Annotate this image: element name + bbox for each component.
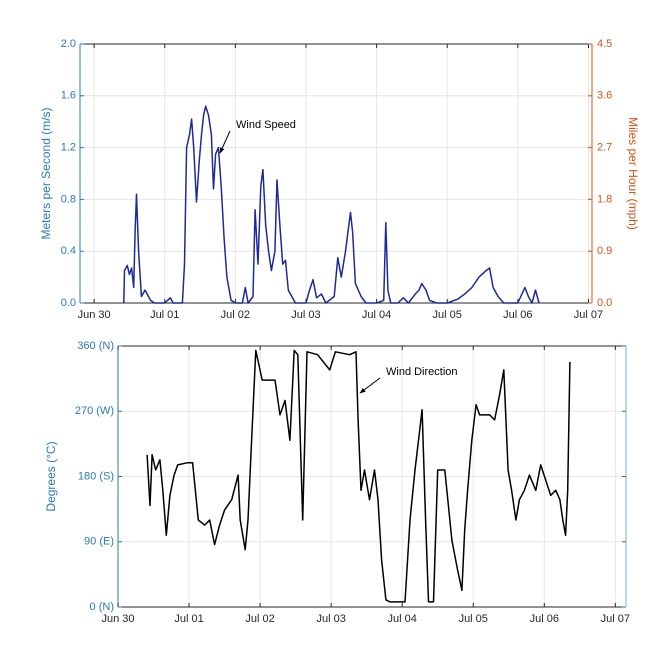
y-tick-label: 270 (W) <box>75 405 114 417</box>
x-tick-label: Jun 30 <box>78 309 111 321</box>
y-tick-label: 1.6 <box>61 90 76 102</box>
x-tick-label: Jun 30 <box>101 613 134 625</box>
x-tick-label: Jul 06 <box>503 309 532 321</box>
data-line <box>123 105 540 304</box>
data-line <box>146 349 571 603</box>
x-tick-label: Jul 05 <box>433 309 462 321</box>
annotation-arrow <box>359 377 381 394</box>
annotation: Wind Direction <box>386 366 458 378</box>
y-axis-label: Degrees (°C) <box>44 441 58 511</box>
y2-tick-label: 0.9 <box>597 245 612 257</box>
y-tick-label: 360 (N) <box>77 340 114 352</box>
x-tick-label: Jul 01 <box>174 613 203 625</box>
y-tick-label: 2.0 <box>61 38 76 50</box>
annotation-arrow <box>219 130 231 154</box>
y-tick-label: 1.2 <box>61 142 76 154</box>
x-tick-label: Jul 04 <box>362 309 391 321</box>
y2-tick-label: 2.7 <box>597 142 612 154</box>
x-tick-label: Jul 01 <box>150 309 179 321</box>
y2-tick-label: 0.0 <box>597 297 612 309</box>
subplot: Jun 30 Jul 01 Jul 02 Jul 03 Jul 04 Jul 05 Jul … <box>39 38 640 321</box>
y-tick-label: 90 (E) <box>84 536 114 548</box>
x-tick-label: Jul 02 <box>221 309 250 321</box>
y2-tick-label: 4.5 <box>597 38 612 50</box>
x-tick-label: Jul 07 <box>601 613 630 625</box>
y-tick-label: 0 (N) <box>90 601 114 613</box>
x-tick-label: Jul 03 <box>291 309 320 321</box>
subplot: Jun 30 Jul 01 Jul 02 Jul 03 Jul 04 Jul 05 Jul … <box>44 340 630 625</box>
y-tick-label: 0.0 <box>61 297 76 309</box>
y-axis-label: Meters per Second (m/s) <box>39 107 53 239</box>
y2-axis-label: Miles per Hour (mph) <box>626 117 640 230</box>
y-tick-label: 0.8 <box>61 193 76 205</box>
y2-tick-label: 1.8 <box>597 193 612 205</box>
x-tick-label: Jul 04 <box>388 613 417 625</box>
x-tick-label: Jul 06 <box>530 613 559 625</box>
annotation: Wind Speed <box>236 119 296 131</box>
x-tick-label: Jul 02 <box>245 613 274 625</box>
x-tick-label: Jul 07 <box>574 309 603 321</box>
y-tick-label: 0.4 <box>61 245 76 257</box>
y2-tick-label: 3.6 <box>597 90 612 102</box>
x-tick-label: Jul 05 <box>459 613 488 625</box>
y-tick-label: 180 (S) <box>78 470 114 482</box>
x-tick-label: Jul 03 <box>316 613 345 625</box>
